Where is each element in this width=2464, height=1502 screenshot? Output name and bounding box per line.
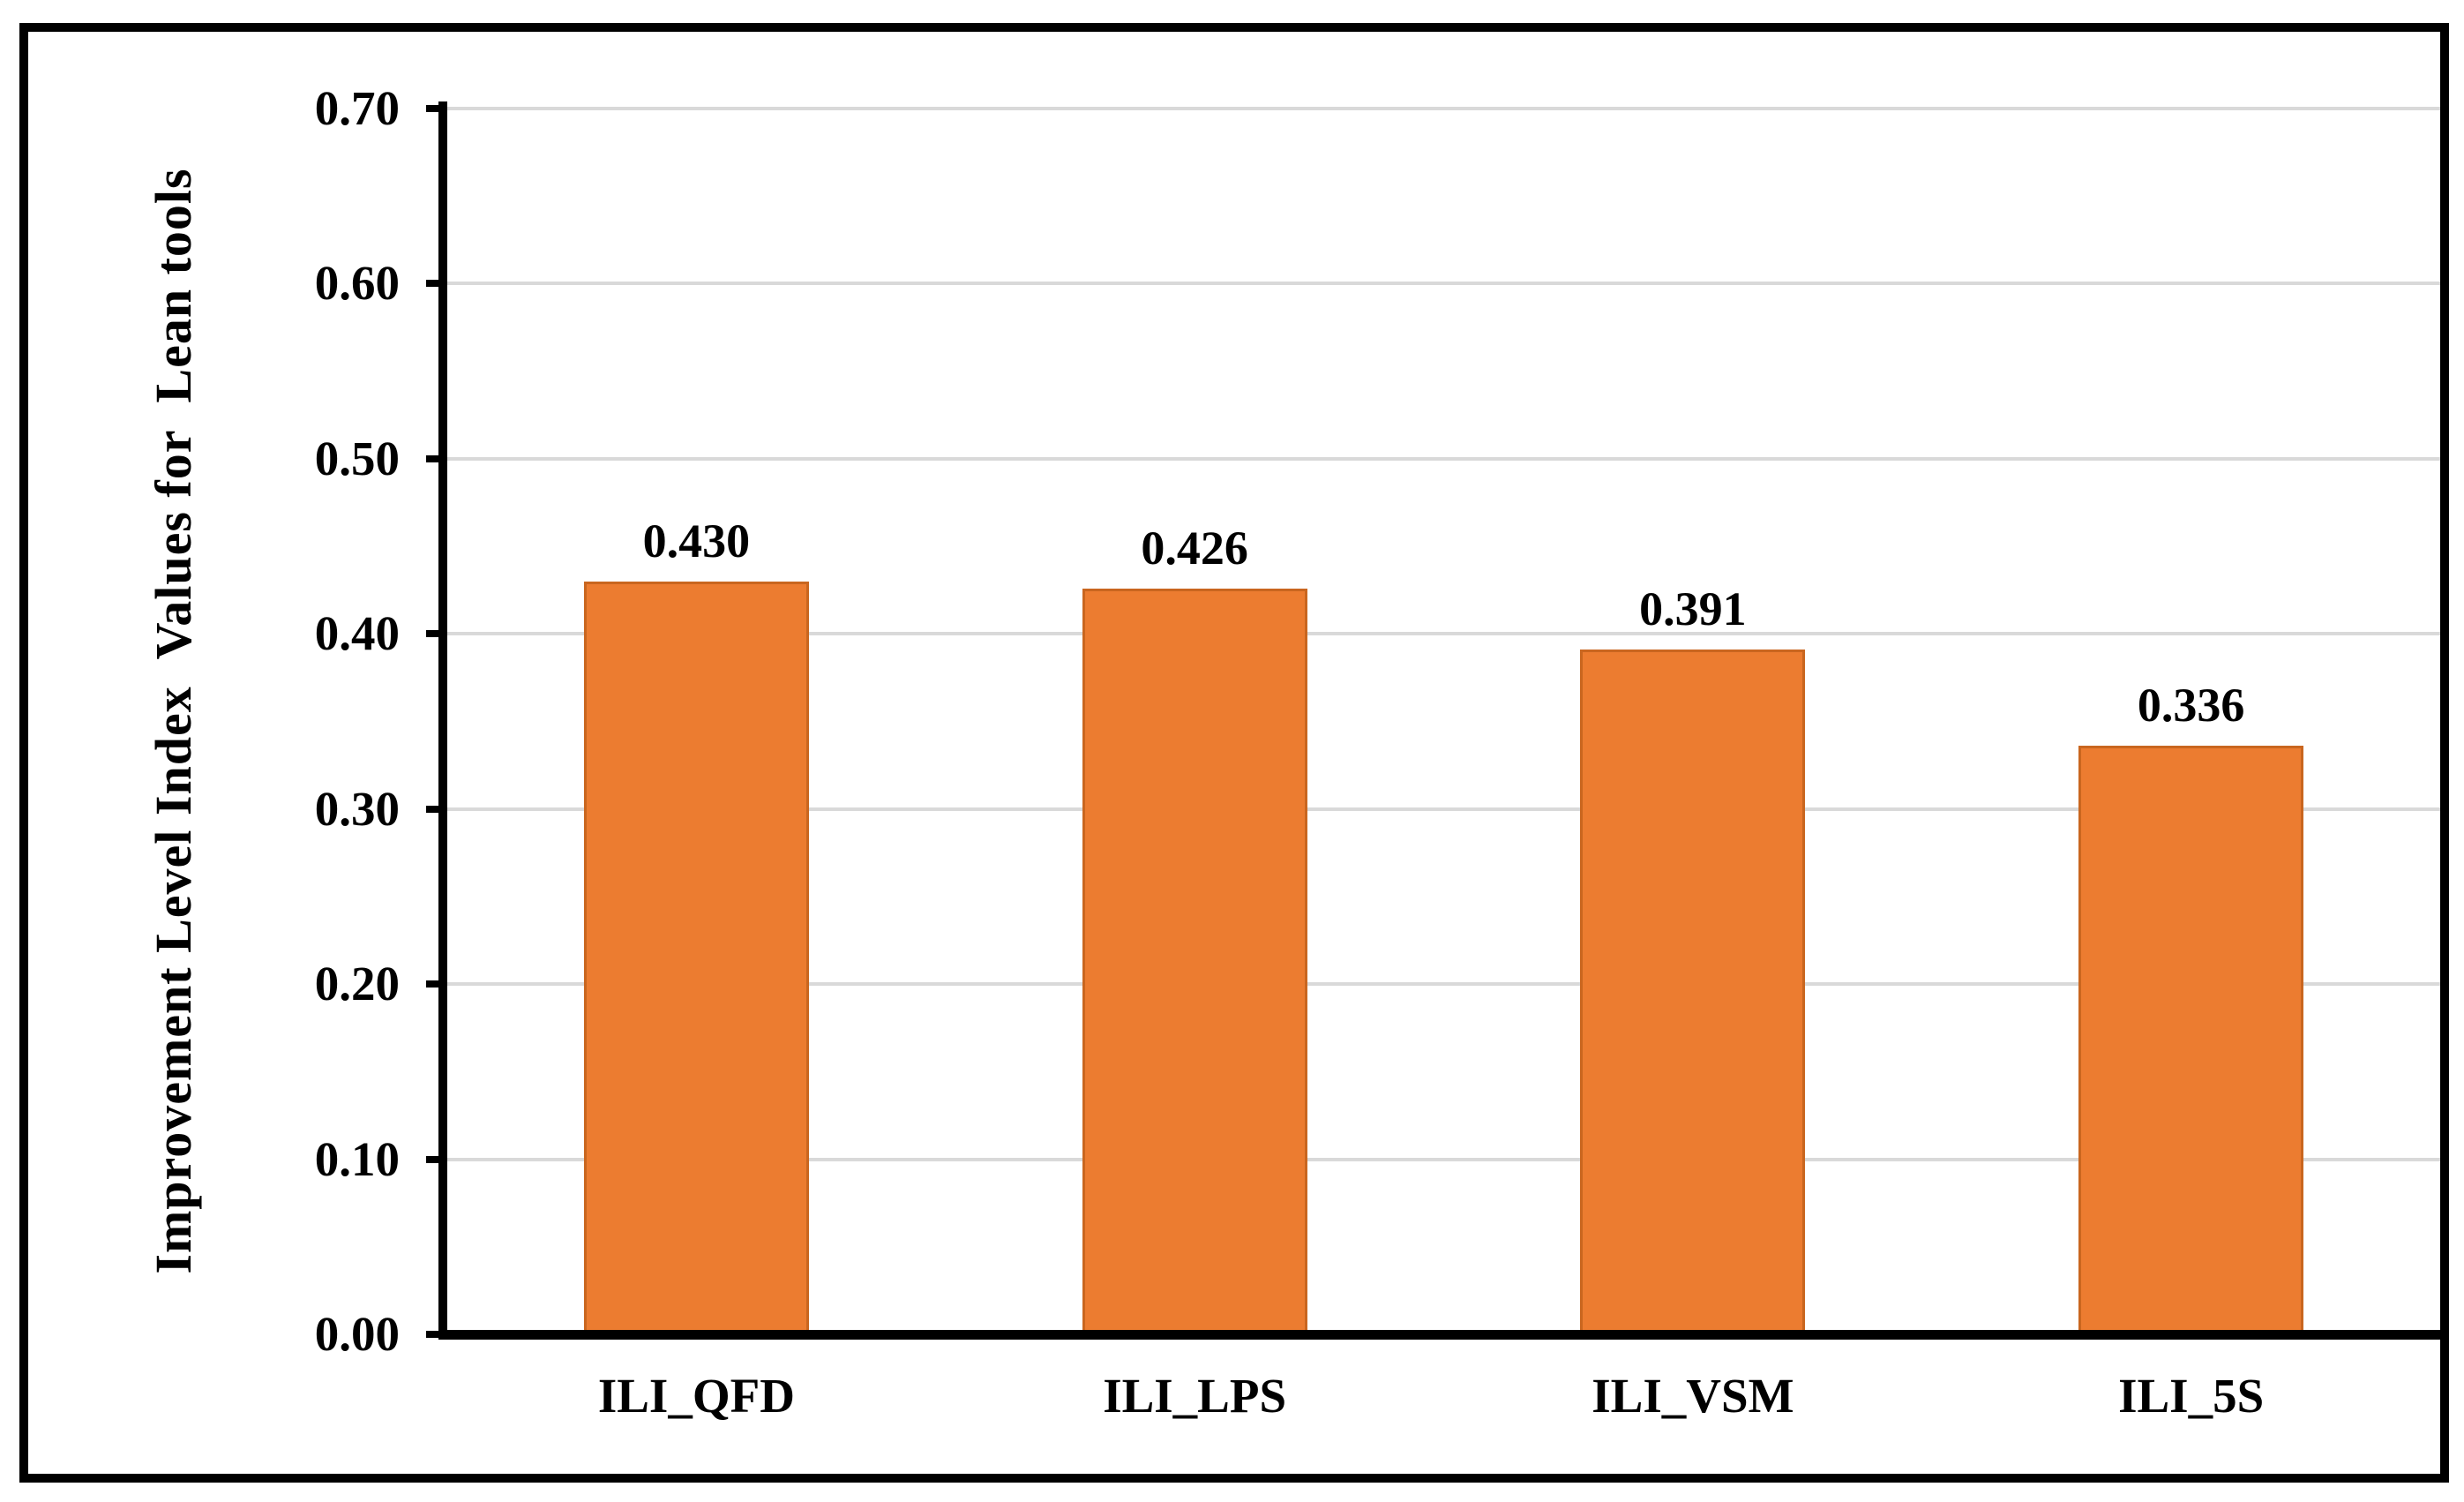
- y-tick-label: 0.20: [314, 957, 400, 1011]
- y-axis-title: Improvement Level Index Values for Lean …: [145, 168, 202, 1274]
- y-tick-label: 0.30: [314, 781, 400, 836]
- y-tick-label: 0.10: [314, 1131, 400, 1186]
- y-axis-tick: [426, 630, 447, 638]
- bar: [1082, 588, 1307, 1334]
- bar: [583, 581, 809, 1334]
- bar: [1580, 650, 1806, 1334]
- x-axis-line: [438, 1329, 2440, 1340]
- y-axis-tick: [426, 980, 447, 988]
- y-tick-label: 0.50: [314, 431, 400, 485]
- y-axis-line: [438, 101, 447, 1340]
- y-axis-tick: [426, 280, 447, 288]
- y-tick-label: 0.70: [314, 81, 400, 135]
- gridline: [447, 456, 2440, 461]
- y-tick-label: 0.60: [314, 256, 400, 311]
- bar-value-label: 0.391: [1639, 582, 1747, 636]
- y-axis-tick: [426, 105, 447, 112]
- x-category-label: ILI_QFD: [597, 1369, 795, 1423]
- gridline: [447, 1157, 2440, 1161]
- y-tick-label: 0.40: [314, 606, 400, 661]
- gridline: [447, 632, 2440, 636]
- gridline: [447, 107, 2440, 110]
- x-category-label: ILI_VSM: [1591, 1369, 1794, 1423]
- chart-outer-frame: [19, 23, 2449, 1483]
- bar-value-label: 0.336: [2137, 679, 2245, 732]
- x-category-label: ILI_5S: [2118, 1369, 2265, 1423]
- x-category-label: ILI_LPS: [1103, 1369, 1287, 1423]
- y-axis-tick: [426, 1331, 447, 1338]
- gridline: [447, 982, 2440, 987]
- bar-value-label: 0.430: [642, 514, 751, 567]
- y-axis-tick: [426, 805, 447, 813]
- bar-value-label: 0.426: [1141, 521, 1248, 575]
- gridline: [447, 282, 2440, 286]
- gridline: [447, 807, 2440, 811]
- bar: [2078, 746, 2304, 1334]
- y-axis-tick: [426, 1155, 447, 1163]
- y-axis-tick: [426, 454, 447, 462]
- y-tick-label: 0.00: [314, 1307, 400, 1361]
